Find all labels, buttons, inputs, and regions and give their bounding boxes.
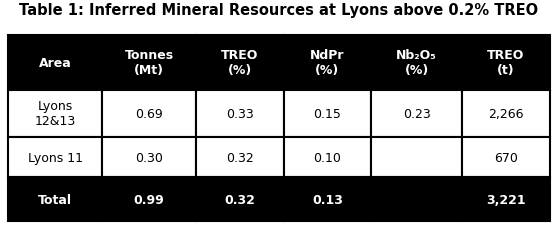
Text: TREO
(%): TREO (%) — [221, 49, 258, 77]
Bar — [371, 137, 462, 177]
Bar — [196, 90, 283, 137]
Bar — [196, 177, 283, 221]
Bar — [8, 90, 102, 137]
Text: 2,266: 2,266 — [488, 107, 523, 120]
Text: 0.69: 0.69 — [135, 107, 163, 120]
Bar — [462, 137, 550, 177]
Bar — [371, 90, 462, 137]
Text: 0.15: 0.15 — [314, 107, 341, 120]
Bar — [462, 35, 550, 90]
Text: Total: Total — [39, 193, 72, 206]
Text: Table 1: Inferred Mineral Resources at Lyons above 0.2% TREO: Table 1: Inferred Mineral Resources at L… — [20, 3, 538, 18]
Text: 0.10: 0.10 — [314, 151, 341, 164]
Text: Tonnes
(Mt): Tonnes (Mt) — [124, 49, 174, 77]
Text: Lyons
12&13: Lyons 12&13 — [35, 100, 76, 128]
Text: Tonnages are dry metric tonnes. Minor discrepancies may occur due to rounding.: Tonnages are dry metric tonnes. Minor di… — [8, 207, 489, 219]
Bar — [102, 177, 196, 221]
Text: 3,221: 3,221 — [486, 193, 526, 206]
Bar — [462, 90, 550, 137]
Text: 0.30: 0.30 — [135, 151, 163, 164]
Bar — [8, 177, 102, 221]
Text: Lyons 11: Lyons 11 — [28, 151, 83, 164]
Text: 0.32: 0.32 — [224, 193, 255, 206]
Bar — [8, 35, 102, 90]
Bar — [371, 177, 462, 221]
Bar — [283, 137, 371, 177]
Text: NdPr
(%): NdPr (%) — [310, 49, 345, 77]
Bar — [283, 35, 371, 90]
Text: 0.33: 0.33 — [226, 107, 253, 120]
Bar — [102, 35, 196, 90]
Text: 670: 670 — [494, 151, 518, 164]
Bar — [102, 137, 196, 177]
Text: Area: Area — [39, 57, 71, 69]
Text: 0.13: 0.13 — [312, 193, 343, 206]
Bar — [283, 90, 371, 137]
Bar — [8, 137, 102, 177]
Bar — [102, 90, 196, 137]
Text: 0.99: 0.99 — [133, 193, 165, 206]
Bar — [371, 35, 462, 90]
Text: TREO
(t): TREO (t) — [487, 49, 525, 77]
Text: 0.23: 0.23 — [403, 107, 430, 120]
Bar — [283, 177, 371, 221]
Text: Nb₂O₅
(%): Nb₂O₅ (%) — [396, 49, 437, 77]
Bar — [196, 137, 283, 177]
Bar — [462, 177, 550, 221]
Bar — [196, 35, 283, 90]
Text: 0.32: 0.32 — [226, 151, 253, 164]
